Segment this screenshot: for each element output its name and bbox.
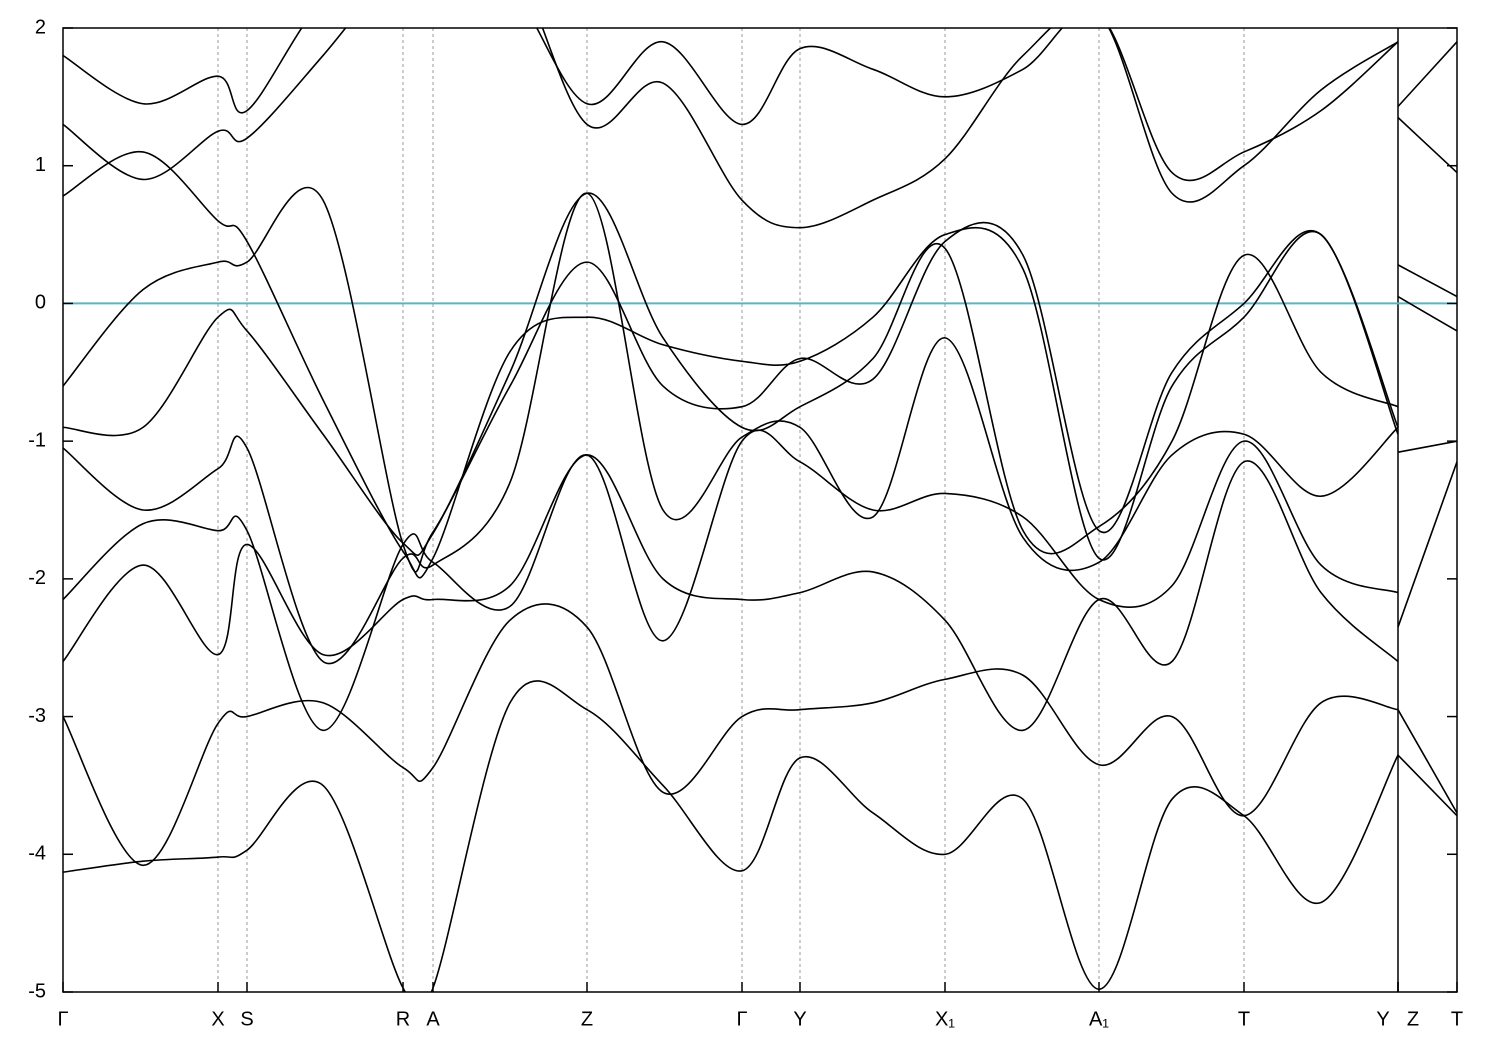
y-tick-label: 2 xyxy=(35,16,46,38)
y-tick-label: -2 xyxy=(28,567,46,589)
band-line xyxy=(63,603,1457,867)
band-line xyxy=(63,429,1457,732)
bands xyxy=(63,28,1457,992)
grid xyxy=(217,28,1399,992)
x-tick-label: Y xyxy=(793,1008,806,1030)
band-line xyxy=(63,116,1457,573)
band-line xyxy=(63,192,1457,557)
x-tick-label: Y xyxy=(1376,1008,1389,1030)
band-line xyxy=(63,28,1399,229)
band-line xyxy=(63,454,1457,732)
band-line xyxy=(63,41,1457,579)
plot-frame xyxy=(62,27,1458,993)
y-tick-label: 1 xyxy=(35,154,46,176)
x-tick-label: S xyxy=(240,1008,253,1030)
x-tick-label: Γ xyxy=(736,1008,747,1030)
y-tick-label: -1 xyxy=(28,429,46,451)
x-tick-label: Z xyxy=(1407,1008,1419,1030)
x-tick-label: Γ xyxy=(57,1008,68,1030)
band-line xyxy=(63,192,1457,665)
y-tick-label: -4 xyxy=(28,843,46,865)
x-tick-label: X xyxy=(211,1008,224,1030)
band-line xyxy=(63,28,1399,203)
y-tick-label: -5 xyxy=(28,980,46,1002)
x-tick-label: R xyxy=(396,1008,410,1030)
y-tick-label: 0 xyxy=(35,292,46,314)
x-tick-label: Z xyxy=(581,1008,593,1030)
x-tick-label: A₁ xyxy=(1089,1008,1109,1030)
x-tick-label: X₁ xyxy=(935,1008,955,1030)
x-tick-label: T xyxy=(1238,1008,1250,1030)
x-tick-label: A xyxy=(426,1008,440,1030)
y-tick-label: -3 xyxy=(28,705,46,727)
x-tick-label: T xyxy=(1451,1008,1463,1030)
band-line xyxy=(63,680,1457,992)
